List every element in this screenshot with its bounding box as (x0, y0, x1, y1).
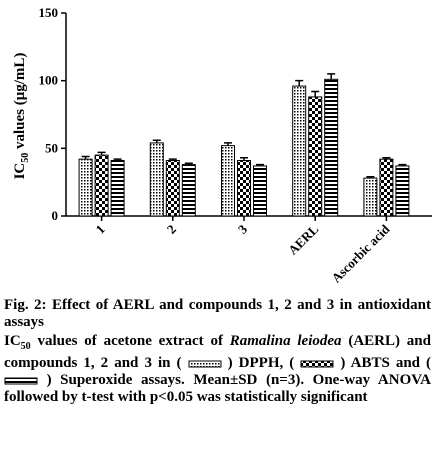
caption-text: ) (340, 355, 346, 371)
legend-entry: ABTS (350, 355, 390, 371)
error-bar (256, 163, 264, 166)
caption-species: Ramalina leiodea (229, 333, 342, 349)
error-bar (240, 157, 248, 161)
bar (324, 78, 339, 217)
bar (165, 160, 180, 217)
y-label-main: IC (12, 163, 28, 180)
error-bar (224, 142, 232, 146)
y-label-sub: 50 (20, 153, 31, 163)
y-axis-label: IC50 values (μg/mL) (12, 53, 31, 180)
bar (78, 158, 93, 217)
error-bar (184, 162, 193, 165)
caption-ic: IC (4, 333, 21, 349)
error-bar (97, 151, 106, 156)
legend-swatch (188, 360, 222, 368)
bar (395, 165, 410, 217)
error-bar (81, 155, 90, 160)
bar (149, 142, 164, 217)
error-bar (168, 158, 177, 161)
y-tick-label: 100 (39, 73, 59, 88)
x-tick-label: 3 (235, 221, 251, 237)
error-bar (295, 79, 304, 87)
caption-body: IC50 values of acetone extract of Ramali… (4, 333, 431, 406)
caption-text: (AERL) and compounds 1, 2 and 3 in ( (4, 333, 431, 371)
caption-text: ) (227, 355, 233, 371)
error-bar (152, 139, 161, 143)
legend-entry: DPPH (238, 355, 280, 371)
caption-text: , ( (279, 355, 295, 371)
caption-text: ) (46, 372, 52, 388)
legend-entry: Superoxide (60, 372, 133, 388)
x-tick-label: 2 (164, 222, 179, 237)
caption-text: assays. Mean±SD (n=3). One-way ANOVA fol… (4, 372, 431, 405)
y-tick-label: 0 (52, 208, 59, 223)
y-tick-label: 50 (45, 140, 58, 155)
legend-swatch (4, 377, 38, 385)
error-bar (327, 73, 336, 80)
y-label-rest: values (μg/mL) (12, 53, 28, 153)
bar (94, 154, 109, 217)
legend-swatch (300, 360, 334, 368)
caption-ic-sub: 50 (20, 341, 31, 352)
bar (308, 96, 323, 217)
bar (181, 164, 196, 217)
caption-text: values of acetone extract of (30, 333, 230, 349)
caption-title: Fig. 2: Effect of AERL and compounds 1, … (4, 297, 431, 330)
error-bar (382, 157, 391, 160)
caption-text: and ( (389, 355, 432, 371)
bar (379, 158, 394, 217)
bar (237, 160, 251, 217)
x-tick-label: 1 (93, 222, 108, 237)
error-bar (398, 163, 407, 166)
bar (292, 85, 307, 217)
caption: Fig. 2: Effect of AERL and compounds 1, … (4, 297, 431, 408)
error-bar (366, 176, 375, 179)
bar (110, 160, 125, 217)
bar (363, 177, 378, 217)
y-tick-label: 150 (39, 5, 59, 20)
bar (221, 145, 235, 217)
error-bar (113, 158, 122, 161)
error-bar (311, 90, 320, 97)
bar (253, 165, 267, 217)
x-tick-label: Ascorbic acid (329, 221, 394, 286)
x-tick-label: AERL (285, 221, 321, 257)
